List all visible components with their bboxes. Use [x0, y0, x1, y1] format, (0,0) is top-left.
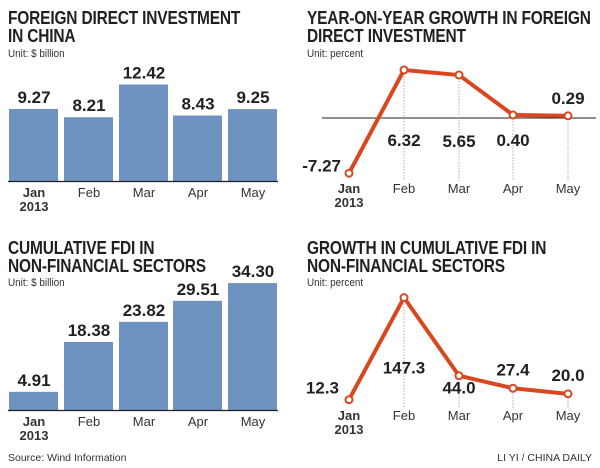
- chart4-xlabel-May: May: [556, 408, 581, 423]
- chart4-xlabel-Apr: Apr: [503, 408, 524, 423]
- chart4-xlabel-Feb: Feb: [393, 408, 415, 423]
- chart1-xlabel-Apr: Apr: [188, 185, 209, 200]
- chart4-title: GROWTH IN CUMULATIVE FDI IN NON-FINANCIA…: [307, 239, 546, 275]
- chart3-xlabel-May: May: [241, 414, 266, 429]
- chart1-xlabel-Feb: Feb: [78, 185, 100, 200]
- chart1-value-label-Feb: 8.21: [72, 96, 105, 115]
- chart1-value-label-Apr: 8.43: [181, 94, 214, 113]
- chart2-value-label-Feb: 6.32: [387, 131, 420, 150]
- chart1-value-label-May: 9.25: [236, 88, 269, 107]
- chart3-unit: Unit: $ billion: [8, 277, 65, 289]
- chart4-point-Apr: [508, 383, 518, 393]
- chart1-xlabel-Mar: Mar: [133, 185, 156, 200]
- chart3-bar-May: [228, 283, 277, 410]
- chart3-xlabel-Jan: Jan: [23, 414, 45, 429]
- chart2-point-May: [563, 111, 573, 121]
- chart1-bar-Feb: [64, 117, 113, 181]
- chart3-xlabel-year: 2013: [20, 428, 49, 443]
- chart4-title-line1: GROWTH IN CUMULATIVE FDI IN: [307, 238, 547, 258]
- source-note: Source: Wind Information: [8, 452, 127, 464]
- chart1-bar-May: [228, 109, 277, 181]
- chart4-value-label-May: 20.0: [551, 366, 584, 385]
- chart4-xlabel-year: 2013: [335, 422, 364, 437]
- chart1-xlabel-Jan: Jan: [23, 185, 45, 200]
- chart4-point-May: [563, 389, 573, 399]
- chart2-value-label-Apr: 0.40: [496, 131, 529, 150]
- chart4-value-label-Apr: 27.4: [496, 360, 530, 379]
- chart2-point-Jan: [344, 168, 354, 178]
- chart4-point-Jan: [344, 395, 354, 405]
- chart3-bar-Mar: [119, 321, 168, 410]
- chart4-title-line2: NON-FINANCIAL SECTORS: [307, 256, 505, 276]
- chart2-value-label-Jan: -7.27: [302, 156, 341, 175]
- chart3-bar-Jan: [9, 391, 58, 410]
- chart1-xlabel-year: 2013: [20, 199, 49, 214]
- chart2-point-Mar: [454, 70, 464, 80]
- chart2-point-Apr: [508, 110, 518, 120]
- chart1-bar-Jan: [9, 108, 58, 181]
- chart1-title-line2: IN CHINA: [8, 26, 76, 46]
- chart3-title-line2: NON-FINANCIAL SECTORS: [8, 256, 206, 276]
- chart2-title-line2: DIRECT INVESTMENT: [307, 26, 466, 46]
- chart2-value-label-Mar: 5.65: [442, 132, 475, 151]
- chart2-unit: Unit: percent: [307, 48, 364, 60]
- chart3-value-label-May: 34.30: [232, 262, 275, 281]
- chart4-unit: Unit: percent: [307, 277, 364, 289]
- chart3-xlabel-Apr: Apr: [188, 414, 209, 429]
- chart4-xlabel-Mar: Mar: [448, 408, 471, 423]
- chart2-title: YEAR-ON-YEAR GROWTH IN FOREIGN DIRECT IN…: [307, 9, 591, 45]
- chart3-bar-Feb: [64, 341, 113, 410]
- chart4-xlabel-Jan: Jan: [338, 408, 360, 423]
- chart2-xlabel-Feb: Feb: [393, 181, 415, 196]
- chart1-title-line1: FOREIGN DIRECT INVESTMENT: [8, 8, 241, 28]
- chart4-point-Mar: [454, 371, 464, 381]
- chart3-xlabel-Feb: Feb: [78, 414, 100, 429]
- chart1-value-label-Jan: 9.27: [17, 88, 50, 107]
- credit-note: LI YI / CHINA DAILY: [497, 452, 592, 464]
- chart3-title-line1: CUMULATIVE FDI IN: [8, 238, 155, 258]
- chart2-point-Feb: [399, 65, 409, 75]
- chart1-title: FOREIGN DIRECT INVESTMENT IN CHINA: [8, 9, 240, 45]
- chart2-xlabel-Jan: Jan: [338, 181, 360, 196]
- chart1-bar-Mar: [119, 84, 168, 181]
- chart4-value-label-Feb: 147.3: [383, 359, 426, 378]
- chart3-value-label-Apr: 29.51: [177, 280, 220, 299]
- chart3-value-label-Mar: 23.82: [123, 301, 166, 320]
- chart3-xlabel-Mar: Mar: [133, 414, 156, 429]
- chart3-bar-Apr: [173, 300, 222, 410]
- chart3-title: CUMULATIVE FDI IN NON-FINANCIAL SECTORS: [8, 239, 206, 275]
- chart1-xlabel-May: May: [241, 185, 266, 200]
- chart2-title-line1: YEAR-ON-YEAR GROWTH IN FOREIGN: [307, 8, 591, 28]
- chart4-value-label-Jan: 12.3: [306, 379, 339, 398]
- chart2-value-label-May: 0.29: [551, 89, 584, 108]
- chart2-xlabel-Mar: Mar: [448, 181, 471, 196]
- chart1-unit: Unit: $ billion: [8, 48, 65, 60]
- chart1-bar-Apr: [173, 115, 222, 181]
- chart4-value-label-Mar: 44.0: [442, 379, 475, 398]
- chart3-value-label-Feb: 18.38: [68, 321, 111, 340]
- chart4-point-Feb: [399, 293, 409, 303]
- chart3-value-label-Jan: 4.91: [17, 371, 50, 390]
- chart2-xlabel-year: 2013: [335, 195, 364, 210]
- chart2-xlabel-Apr: Apr: [503, 181, 524, 196]
- chart2-line: [347, 67, 569, 175]
- chart1-value-label-Mar: 12.42: [123, 63, 166, 82]
- chart2-xlabel-May: May: [556, 181, 581, 196]
